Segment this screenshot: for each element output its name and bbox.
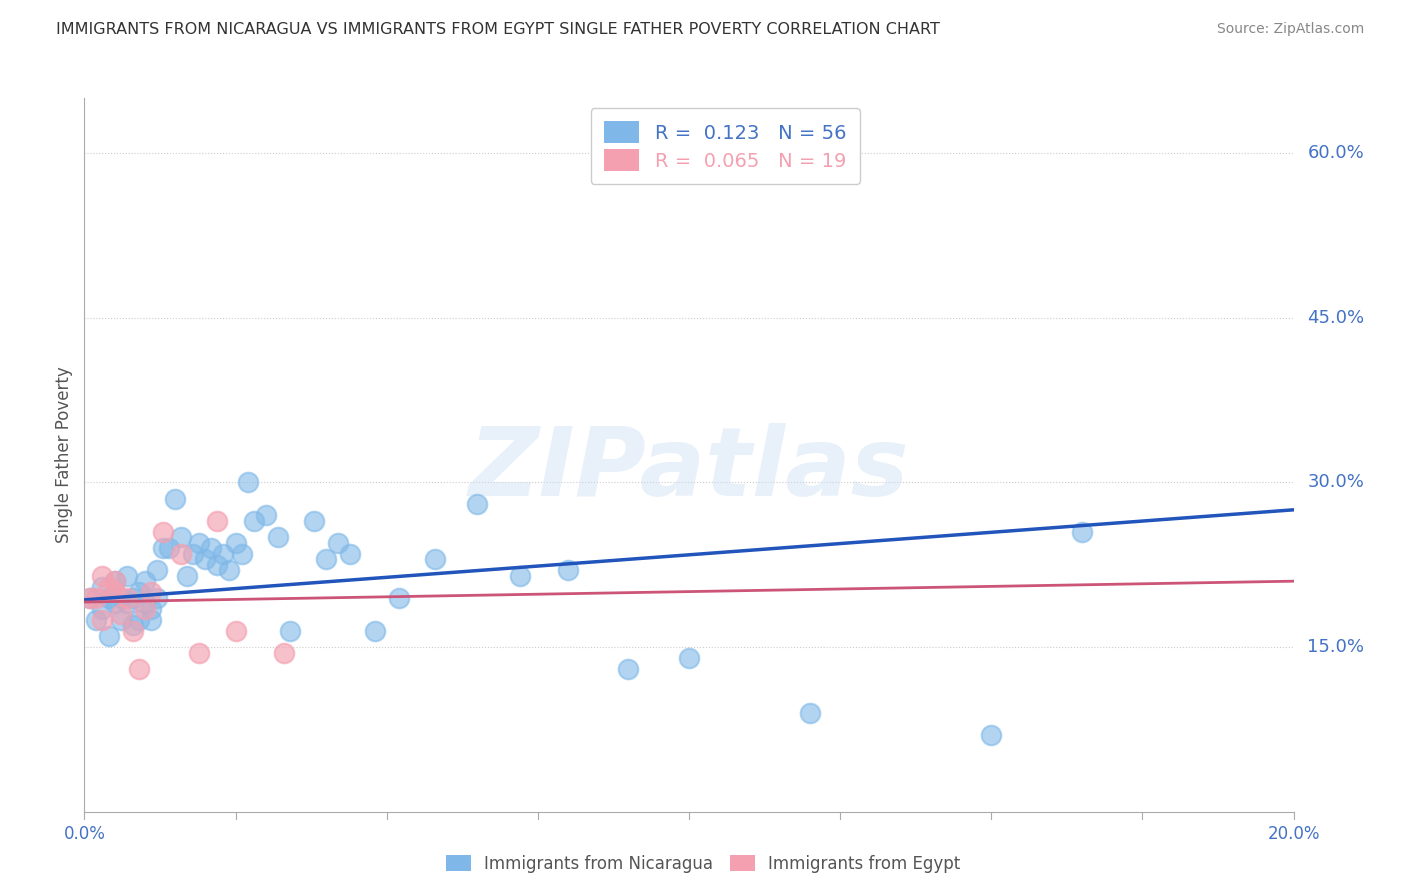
Point [79, 591, 101, 605]
Point [617, 662, 640, 676]
Point [509, 568, 531, 582]
Point [110, 613, 132, 627]
Point [104, 596, 127, 610]
Text: ZIPatlas: ZIPatlas [468, 423, 910, 516]
Point [97, 629, 120, 643]
Point [236, 475, 259, 490]
Point [181, 547, 204, 561]
Point [212, 547, 235, 561]
Point [678, 651, 700, 665]
Point [115, 568, 138, 582]
Point [273, 646, 295, 660]
Point [423, 552, 446, 566]
Point [110, 591, 132, 605]
Point [231, 547, 253, 561]
Point [339, 547, 361, 561]
Legend: R =  0.123   N = 56, R =  0.065   N = 19: R = 0.123 N = 56, R = 0.065 N = 19 [591, 108, 860, 185]
Point [315, 552, 337, 566]
Point [152, 524, 174, 539]
Text: 60.0%: 60.0% [1308, 144, 1364, 162]
Text: 15.0%: 15.0% [1308, 638, 1364, 656]
Point [225, 535, 247, 549]
Point [97, 580, 120, 594]
Point [363, 624, 385, 638]
Point [328, 535, 350, 549]
Text: 20.0%: 20.0% [1267, 825, 1320, 844]
Point [121, 618, 143, 632]
Text: 30.0%: 30.0% [1308, 474, 1364, 491]
Point [86, 591, 108, 605]
Point [207, 558, 229, 572]
Point [152, 541, 174, 556]
Point [139, 601, 162, 615]
Point [302, 514, 325, 528]
Point [115, 591, 138, 605]
Point [207, 514, 229, 528]
Point [91, 613, 114, 627]
Point [97, 591, 120, 605]
Point [157, 541, 180, 556]
Point [278, 624, 301, 638]
Point [267, 530, 290, 544]
Legend: Immigrants from Nicaragua, Immigrants from Egypt: Immigrants from Nicaragua, Immigrants fr… [439, 848, 967, 880]
Point [121, 591, 143, 605]
Point [1071, 524, 1094, 539]
Point [200, 541, 222, 556]
Text: Source: ZipAtlas.com: Source: ZipAtlas.com [1216, 22, 1364, 37]
Point [225, 624, 247, 638]
Point [79, 591, 101, 605]
Point [170, 530, 193, 544]
Point [188, 646, 211, 660]
Point [170, 547, 193, 561]
Point [139, 613, 162, 627]
Text: IMMIGRANTS FROM NICARAGUA VS IMMIGRANTS FROM EGYPT SINGLE FATHER POVERTY CORRELA: IMMIGRANTS FROM NICARAGUA VS IMMIGRANTS … [56, 22, 941, 37]
Point [134, 574, 156, 589]
Point [110, 607, 132, 621]
Point [86, 613, 108, 627]
Point [91, 580, 114, 594]
Point [980, 728, 1002, 742]
Point [91, 601, 114, 615]
Point [128, 662, 150, 676]
Point [163, 491, 186, 506]
Point [91, 568, 114, 582]
Point [134, 601, 156, 615]
Point [194, 552, 217, 566]
Text: 0.0%: 0.0% [63, 825, 105, 844]
Point [254, 508, 277, 523]
Point [139, 585, 162, 599]
Point [218, 563, 240, 577]
Point [128, 613, 150, 627]
Point [146, 563, 169, 577]
Point [388, 591, 411, 605]
Point [128, 585, 150, 599]
Point [557, 563, 579, 577]
Point [242, 514, 264, 528]
Point [134, 596, 156, 610]
Point [104, 574, 127, 589]
Point [104, 585, 127, 599]
Point [176, 568, 198, 582]
Y-axis label: Single Father Poverty: Single Father Poverty [55, 367, 73, 543]
Point [121, 624, 143, 638]
Point [104, 574, 127, 589]
Point [799, 706, 821, 720]
Point [467, 497, 489, 511]
Text: 45.0%: 45.0% [1308, 309, 1365, 326]
Point [146, 591, 169, 605]
Point [115, 596, 138, 610]
Point [188, 535, 211, 549]
